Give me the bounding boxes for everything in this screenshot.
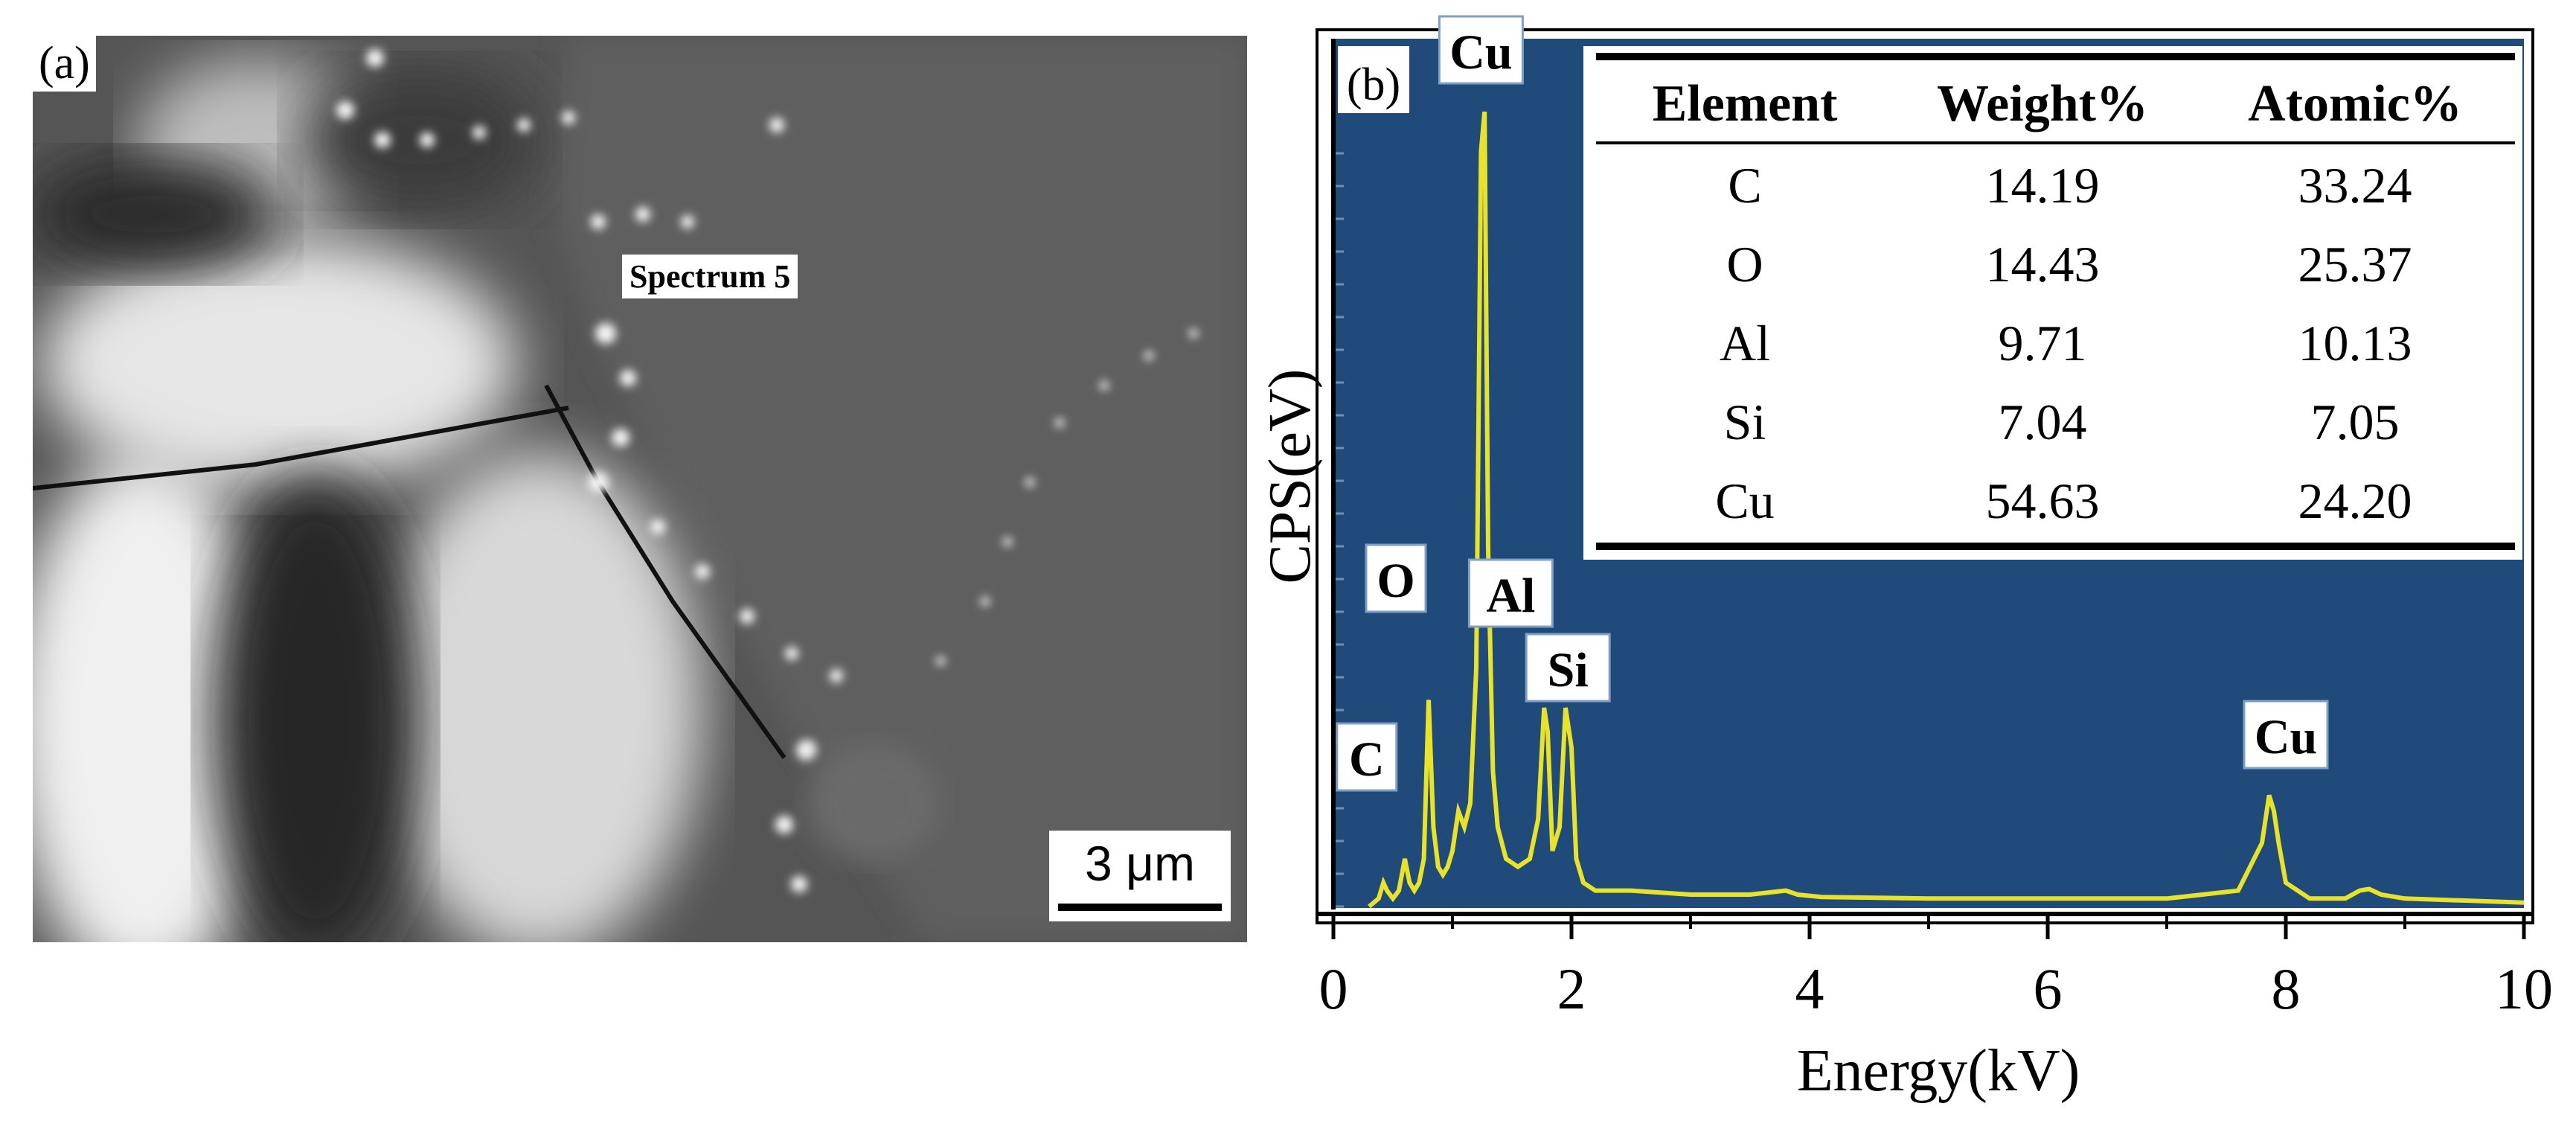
spectrum-line (1368, 111, 2525, 909)
table-cell: 7.04 (1999, 394, 2087, 450)
sem-micrograph (33, 36, 1247, 942)
peak-label-text: O (1377, 554, 1414, 608)
table-cell: 14.43 (1986, 236, 2100, 292)
table-cell: Al (1720, 315, 1770, 371)
scale-bar-line (1058, 904, 1222, 911)
x-axis-title: Energy(kV) (1797, 1038, 2080, 1104)
x-tick-label: 10 (2495, 956, 2553, 1021)
panel-b-label: (b) (1347, 60, 1400, 110)
peak-label: C (1336, 722, 1398, 792)
peak-label-box (2243, 700, 2329, 770)
peak-label-box (1336, 722, 1398, 792)
panel-b-label-box (1338, 46, 1409, 113)
table-cell: 54.63 (1986, 473, 2100, 529)
peak-label: Cu (1438, 15, 1524, 85)
peak-label: Cu (2243, 700, 2329, 770)
table-cell: 33.24 (2298, 157, 2412, 214)
table-cell: 24.20 (2298, 473, 2412, 529)
panel-a-label: (a) (33, 36, 96, 92)
x-tick-label: 0 (1319, 956, 1348, 1021)
peak-label-text: Cu (2255, 710, 2317, 764)
peak-label: Si (1525, 633, 1611, 703)
spectrum-label: Spectrum 5 (622, 255, 798, 298)
table-cell: 7.05 (2311, 394, 2400, 450)
table-cell: 9.71 (1999, 315, 2087, 371)
peak-label-text: Al (1486, 569, 1535, 623)
inset-table: Element Weight% Atomic% C 14.19 33.24 O 14.43 25… (1596, 53, 2515, 550)
peak-label-text: Si (1548, 643, 1589, 697)
table-cell: C (1728, 157, 1761, 214)
x-ticks: 0 2 4 6 8 10 (1319, 914, 2553, 1021)
table-header: Atomic% (2248, 75, 2462, 132)
x-tick-label: 8 (2272, 956, 2301, 1021)
peak-label-box (1438, 15, 1524, 85)
y-axis-title: CPS(eV) (1257, 369, 1323, 584)
x-tick-label: 2 (1557, 956, 1586, 1021)
table-cell: Cu (1715, 473, 1774, 529)
peak-label-text: C (1349, 732, 1385, 787)
table-cell: 14.19 (1986, 157, 2100, 214)
peak-label-text: Cu (1449, 25, 1512, 80)
peak-label-box (1365, 543, 1427, 613)
table-cell: O (1726, 236, 1763, 292)
scale-bar-text: 3 μm (1084, 836, 1196, 891)
inset-table-bg (1583, 46, 2522, 560)
sem-image-panel: (a) Spectrum 5 3 μm (33, 36, 1247, 942)
table-cell: 25.37 (2298, 236, 2412, 292)
table-header: Weight% (1937, 75, 2148, 132)
peak-label: Al (1467, 558, 1554, 628)
table-cell: Si (1724, 394, 1766, 450)
peak-label-box (1525, 633, 1611, 703)
table-cell: 10.13 (2298, 315, 2412, 371)
peak-label: O (1365, 543, 1427, 613)
peak-label-box (1467, 558, 1554, 628)
x-tick-label: 6 (2034, 956, 2063, 1021)
table-header: Element (1653, 75, 1838, 132)
x-tick-label: 4 (1795, 956, 1824, 1021)
scale-bar: 3 μm (1049, 831, 1231, 921)
